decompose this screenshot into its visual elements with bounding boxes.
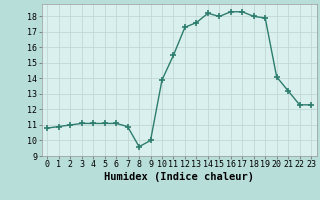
X-axis label: Humidex (Indice chaleur): Humidex (Indice chaleur) [104, 172, 254, 182]
